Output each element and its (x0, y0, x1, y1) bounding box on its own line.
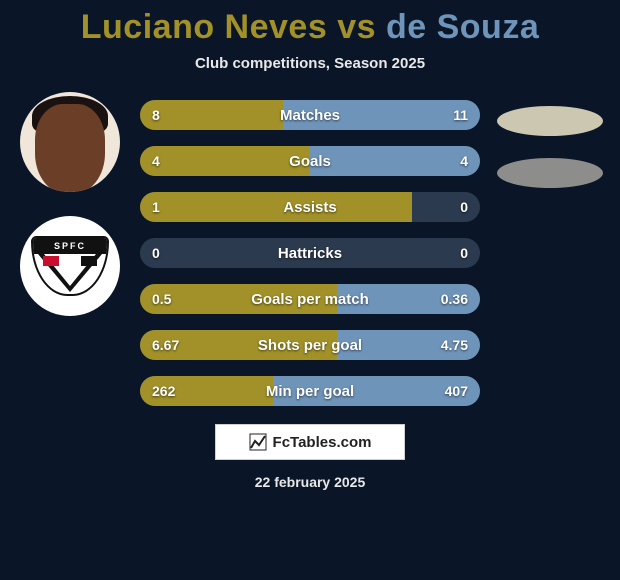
stat-bar-bg: Min per goal262 407 (140, 376, 480, 406)
stat-value-left: 6.67 (152, 330, 179, 360)
title-vs: vs (337, 8, 376, 46)
left-column: SPFC (10, 92, 130, 316)
stat-bar-bg: Matches8 11 (140, 100, 480, 130)
stat-value-left: 8 (152, 100, 160, 130)
stat-label: Goals (140, 146, 480, 176)
right-column (490, 100, 610, 188)
stat-row: Assists1 0 (140, 192, 480, 222)
chart-icon (249, 433, 267, 451)
title-left-name: Luciano Neves (81, 8, 327, 46)
avatar-face-shape (35, 104, 105, 192)
footer-logo-text: FcTables.com (273, 434, 372, 451)
stat-label: Goals per match (140, 284, 480, 314)
stat-value-right: 11 (453, 100, 468, 130)
stat-label: Min per goal (140, 376, 480, 406)
stat-row: Shots per goal6.67 4.75 (140, 330, 480, 360)
stat-value-right: 407 (445, 376, 468, 406)
player-avatar (20, 92, 120, 192)
title-right-name: de Souza (386, 8, 539, 46)
footer-logo: FcTables.com (215, 424, 405, 460)
stat-row: Goals per match0.5 0.36 (140, 284, 480, 314)
badge-shield: SPFC (31, 236, 109, 296)
comparison-area: SPFC Matches811Goals44Assists10Hattricks… (0, 100, 620, 406)
stat-value-left: 0 (152, 238, 160, 268)
stat-row: Min per goal262 407 (140, 376, 480, 406)
page-title: Luciano Neves vs de Souza (0, 0, 620, 47)
footer-date: 22 february 2025 (0, 474, 620, 490)
stat-bar-bg: Goals4 4 (140, 146, 480, 176)
stat-value-left: 262 (152, 376, 175, 406)
stat-value-left: 4 (152, 146, 160, 176)
stat-row: Hattricks0 0 (140, 238, 480, 268)
stat-value-left: 0.5 (152, 284, 171, 314)
badge-text: SPFC (33, 238, 107, 254)
stat-value-right: 0 (460, 238, 468, 268)
stat-value-right: 0.36 (441, 284, 468, 314)
stat-value-left: 1 (152, 192, 160, 222)
stat-bar-bg: Goals per match0.5 0.36 (140, 284, 480, 314)
opponent-avatar-placeholder (497, 106, 603, 136)
stat-label: Matches (140, 100, 480, 130)
stat-value-right: 4.75 (441, 330, 468, 360)
stat-bar-bg: Shots per goal6.67 4.75 (140, 330, 480, 360)
stat-bar-bg: Assists1 0 (140, 192, 480, 222)
club-badge: SPFC (20, 216, 120, 316)
stat-row: Matches8 11 (140, 100, 480, 130)
stat-value-right: 4 (460, 146, 468, 176)
stat-row: Goals4 4 (140, 146, 480, 176)
stat-label: Shots per goal (140, 330, 480, 360)
stat-label: Hattricks (140, 238, 480, 268)
stat-label: Assists (140, 192, 480, 222)
subtitle: Club competitions, Season 2025 (0, 55, 620, 72)
opponent-badge-placeholder (497, 158, 603, 188)
stat-value-right: 0 (460, 192, 468, 222)
stat-bar-bg: Hattricks0 0 (140, 238, 480, 268)
